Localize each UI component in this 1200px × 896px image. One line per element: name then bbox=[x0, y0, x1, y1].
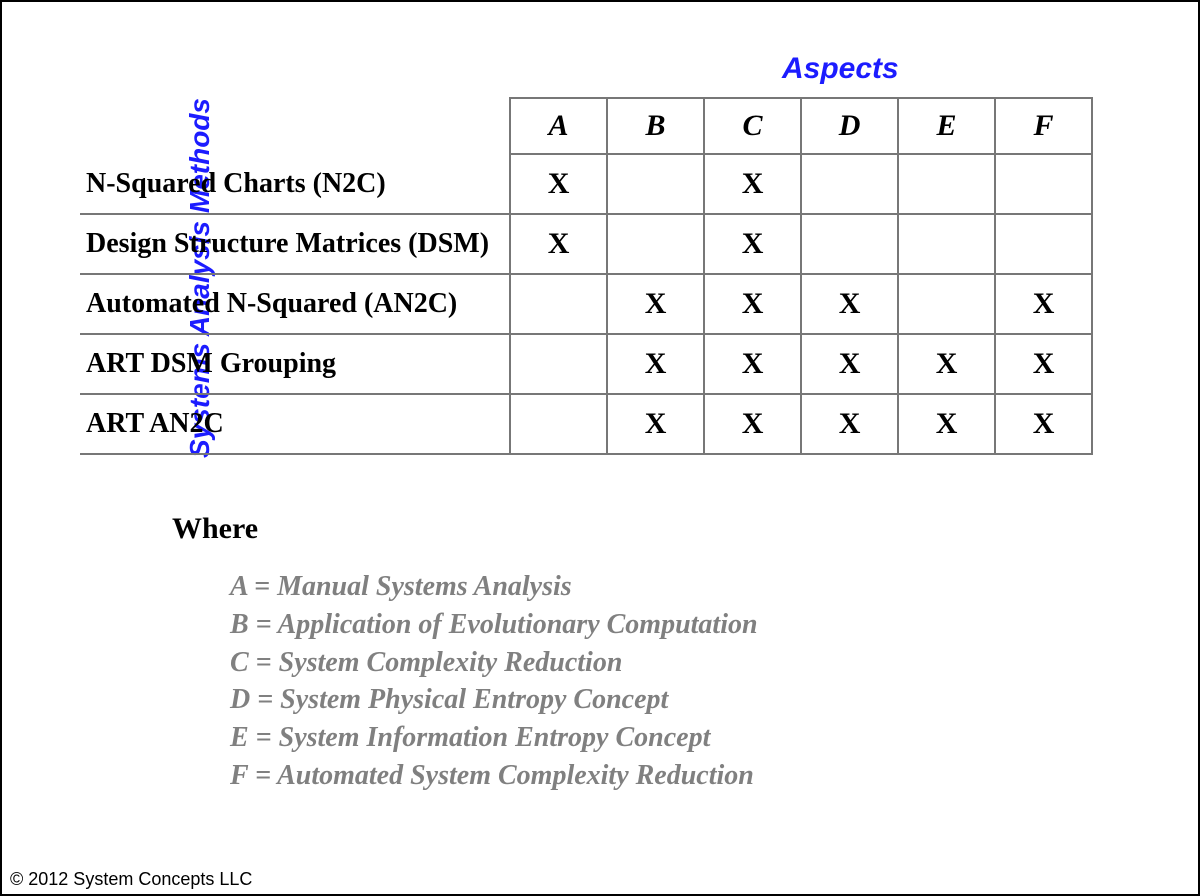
cell: X bbox=[801, 334, 898, 394]
x-axis-label: Aspects bbox=[782, 52, 899, 86]
legend-item: C = System Complexity Reduction bbox=[230, 644, 758, 682]
row-label: Automated N-Squared (AN2C) bbox=[80, 274, 510, 334]
legend-item: D = System Physical Entropy Concept bbox=[230, 681, 758, 719]
legend-item: F = Automated System Complexity Reductio… bbox=[230, 757, 758, 795]
col-header-e: E bbox=[898, 98, 995, 154]
cell bbox=[510, 394, 607, 454]
legend-list: A = Manual Systems Analysis B = Applicat… bbox=[230, 568, 758, 795]
cell: X bbox=[995, 394, 1092, 454]
cell bbox=[898, 274, 995, 334]
cell bbox=[995, 214, 1092, 274]
row-label: Design Structure Matrices (DSM) bbox=[80, 214, 510, 274]
cell: X bbox=[510, 154, 607, 214]
cell bbox=[801, 154, 898, 214]
cell: X bbox=[704, 274, 801, 334]
cell: X bbox=[898, 394, 995, 454]
table-row: Automated N-Squared (AN2C) X X X X bbox=[80, 274, 1092, 334]
matrix-table-wrapper: A B C D E F N-Squared Charts (N2C) X X bbox=[80, 97, 1093, 455]
col-header-a: A bbox=[510, 98, 607, 154]
cell: X bbox=[510, 214, 607, 274]
cell bbox=[607, 214, 704, 274]
table-row: ART AN2C X X X X X bbox=[80, 394, 1092, 454]
cell: X bbox=[704, 154, 801, 214]
cell: X bbox=[607, 274, 704, 334]
cell: X bbox=[995, 274, 1092, 334]
col-header-d: D bbox=[801, 98, 898, 154]
table-row: N-Squared Charts (N2C) X X bbox=[80, 154, 1092, 214]
cell bbox=[898, 154, 995, 214]
cell: X bbox=[607, 394, 704, 454]
cell bbox=[607, 154, 704, 214]
table-row: ART DSM Grouping X X X X X bbox=[80, 334, 1092, 394]
cell bbox=[510, 274, 607, 334]
cell: X bbox=[704, 214, 801, 274]
cell: X bbox=[898, 334, 995, 394]
cell bbox=[801, 214, 898, 274]
legend-block: Where A = Manual Systems Analysis B = Ap… bbox=[172, 512, 758, 795]
cell: X bbox=[704, 394, 801, 454]
legend-item: A = Manual Systems Analysis bbox=[230, 568, 758, 606]
legend-title: Where bbox=[172, 512, 758, 546]
cell: X bbox=[801, 394, 898, 454]
col-header-f: F bbox=[995, 98, 1092, 154]
cell: X bbox=[607, 334, 704, 394]
cell bbox=[995, 154, 1092, 214]
row-label: ART AN2C bbox=[80, 394, 510, 454]
col-header-c: C bbox=[704, 98, 801, 154]
copyright-text: © 2012 System Concepts LLC bbox=[10, 869, 252, 890]
cell: X bbox=[704, 334, 801, 394]
table-row: Design Structure Matrices (DSM) X X bbox=[80, 214, 1092, 274]
col-header-b: B bbox=[607, 98, 704, 154]
legend-item: E = System Information Entropy Concept bbox=[230, 719, 758, 757]
row-label: ART DSM Grouping bbox=[80, 334, 510, 394]
slide-container: Systems Analysis Methods Aspects A B C D… bbox=[2, 2, 1198, 894]
row-label: N-Squared Charts (N2C) bbox=[80, 154, 510, 214]
cell bbox=[510, 334, 607, 394]
matrix-table: A B C D E F N-Squared Charts (N2C) X X bbox=[80, 97, 1093, 455]
cell bbox=[898, 214, 995, 274]
blank-header bbox=[80, 98, 510, 154]
legend-item: B = Application of Evolutionary Computat… bbox=[230, 606, 758, 644]
cell: X bbox=[995, 334, 1092, 394]
cell: X bbox=[801, 274, 898, 334]
